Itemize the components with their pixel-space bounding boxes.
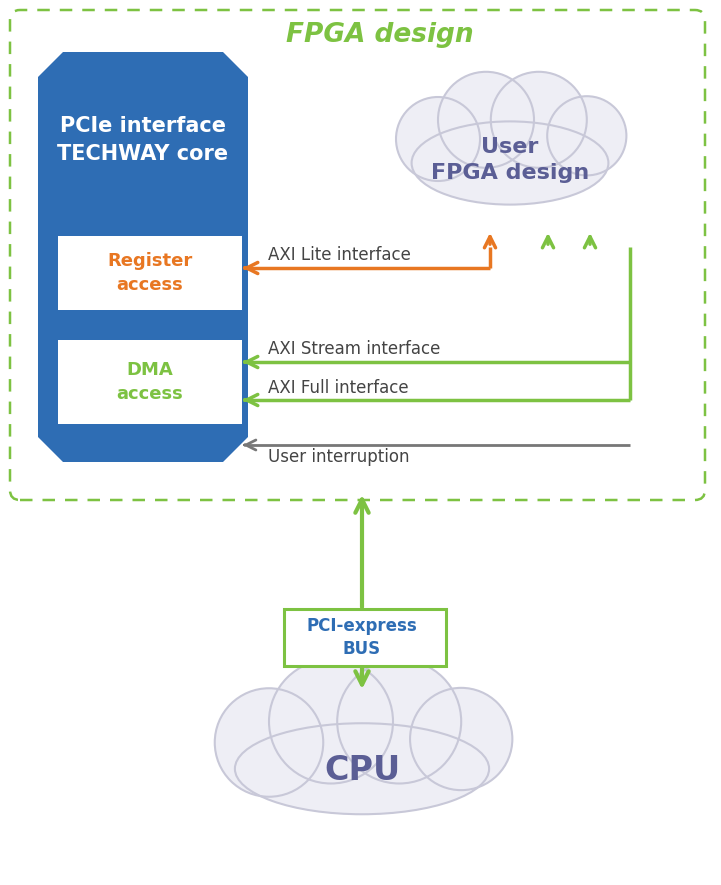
Circle shape (337, 659, 461, 783)
Text: User interruption: User interruption (268, 448, 410, 466)
Text: PCIe interface
TECHWAY core: PCIe interface TECHWAY core (58, 116, 229, 164)
Circle shape (410, 688, 513, 790)
Circle shape (396, 97, 480, 181)
Circle shape (491, 72, 587, 168)
Text: DMA
access: DMA access (117, 361, 183, 403)
Circle shape (215, 689, 323, 796)
Text: User
FPGA design: User FPGA design (431, 137, 589, 183)
Circle shape (269, 659, 393, 783)
Ellipse shape (412, 121, 609, 204)
FancyBboxPatch shape (284, 609, 446, 666)
FancyBboxPatch shape (58, 340, 242, 424)
Ellipse shape (235, 723, 489, 814)
Text: FPGA design: FPGA design (286, 22, 474, 48)
Circle shape (547, 96, 627, 175)
Circle shape (438, 72, 534, 168)
Text: AXI Lite interface: AXI Lite interface (268, 246, 411, 264)
Polygon shape (38, 52, 248, 462)
Text: AXI Stream interface: AXI Stream interface (268, 340, 441, 358)
FancyBboxPatch shape (58, 236, 242, 310)
Text: AXI Full interface: AXI Full interface (268, 379, 409, 397)
Text: Register
access: Register access (107, 252, 193, 294)
Text: PCI-express
BUS: PCI-express BUS (306, 617, 417, 658)
Text: CPU: CPU (324, 753, 400, 787)
